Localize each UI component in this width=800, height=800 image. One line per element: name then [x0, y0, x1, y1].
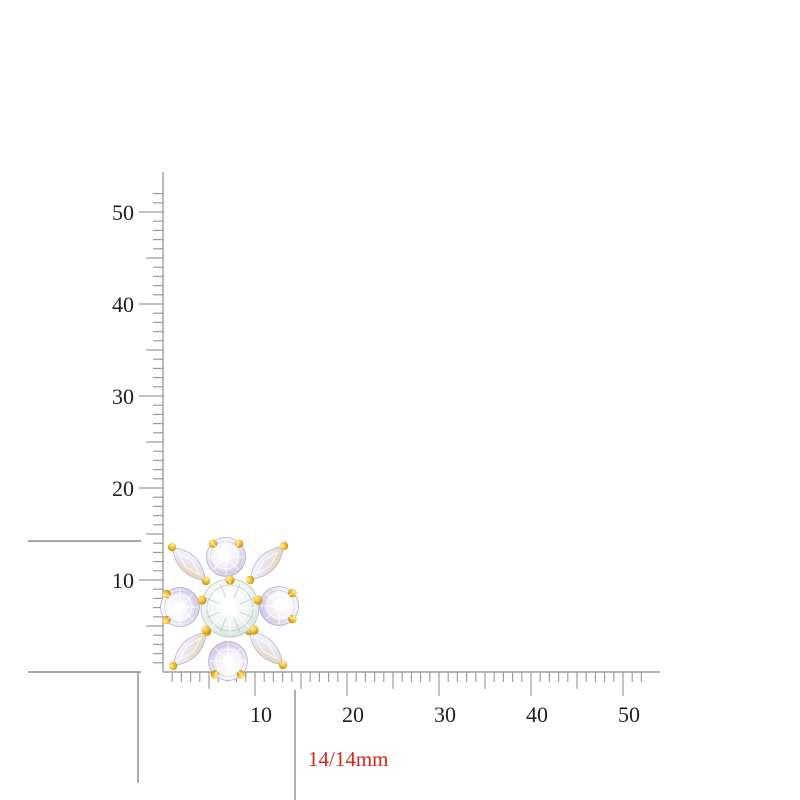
axis-label: 40 [112, 292, 134, 317]
stone-facets [205, 583, 255, 633]
marquise-stone-nw [162, 537, 216, 591]
axis-label: 30 [434, 702, 456, 727]
axis-label: 20 [112, 476, 134, 501]
center-stone [197, 575, 263, 638]
dimension-label: 14/14mm [308, 747, 389, 771]
axis-label: 50 [112, 200, 134, 225]
stone-facets [203, 581, 257, 635]
petal-stone-right [258, 585, 300, 627]
dimension-marker-lines [28, 540, 296, 800]
earring-photo [159, 536, 300, 682]
axis-label: 40 [526, 702, 548, 727]
axis-label: 10 [112, 568, 134, 593]
petal-stone-top [205, 536, 247, 578]
axis-label: 20 [342, 702, 364, 727]
petal-stone-bottom [207, 640, 249, 682]
vertical-ruler: 10 20 30 40 50 [112, 172, 164, 672]
axis-label: 30 [112, 384, 134, 409]
horizontal-ruler: 10 20 30 40 50 [163, 671, 660, 727]
axis-label: 50 [618, 702, 640, 727]
axis-label: 10 [250, 702, 272, 727]
marquise-stone-ne [240, 536, 294, 590]
petal-stone-left [159, 586, 201, 628]
